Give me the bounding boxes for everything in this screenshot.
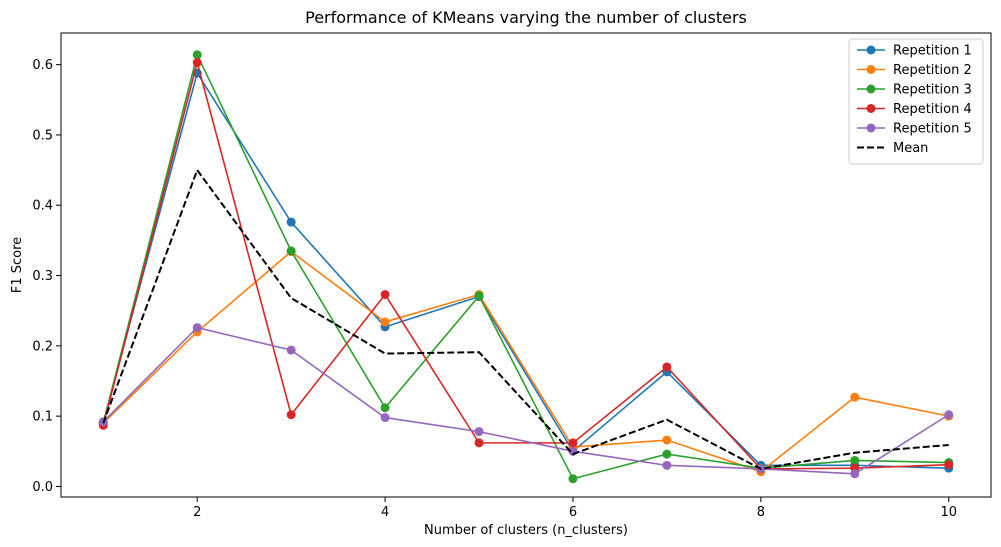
- legend-label: Repetition 1: [893, 44, 972, 59]
- data-point-repetition-3: [192, 50, 202, 60]
- series-repetition-1: [98, 68, 954, 473]
- data-point-repetition-3: [380, 403, 390, 413]
- y-axis-label: F1 Score: [10, 237, 25, 293]
- data-point-repetition-3: [474, 291, 484, 301]
- x-tick-label: 4: [381, 505, 389, 520]
- legend-marker: [866, 45, 876, 55]
- data-point-repetition-4: [286, 410, 296, 420]
- x-axis: 2 4 6 8 10: [193, 497, 957, 520]
- data-point-repetition-5: [380, 413, 390, 423]
- data-point-repetition-5: [286, 345, 296, 355]
- data-point-repetition-4: [192, 58, 202, 68]
- data-point-repetition-5: [192, 323, 202, 333]
- x-tick-label: 6: [569, 505, 577, 520]
- legend-marker: [866, 104, 876, 113]
- data-point-repetition-5: [474, 427, 484, 437]
- x-tick-label: 8: [757, 505, 765, 520]
- y-tick-label: 0.2: [32, 339, 53, 354]
- legend-entry: Repetition 3: [857, 83, 972, 98]
- x-tick-label: 2: [193, 505, 201, 520]
- legend-label: Repetition 5: [893, 122, 972, 137]
- legend-entry: Repetition 2: [857, 63, 972, 78]
- chart-title: Performance of KMeans varying the number…: [305, 8, 747, 27]
- data-point-repetition-4: [380, 290, 390, 300]
- series-line-mean: [102, 168, 949, 470]
- y-tick-label: 0.4: [32, 199, 53, 214]
- x-tick-label: 10: [940, 505, 957, 520]
- legend-label: Mean: [893, 141, 928, 156]
- data-point-repetition-4: [944, 460, 954, 470]
- data-point-repetition-4: [662, 362, 672, 372]
- legend: Repetition 1 Repetition 2 Repetition 3 Repe…: [848, 38, 984, 165]
- data-point-repetition-3: [286, 246, 296, 256]
- legend-entry: Repetition 4: [857, 102, 972, 117]
- data-point-repetition-1: [286, 217, 296, 227]
- data-point-repetition-2: [850, 392, 860, 402]
- y-tick-label: 0.6: [32, 58, 53, 73]
- series-repetition-3: [98, 50, 954, 484]
- legend-label: Repetition 3: [893, 83, 972, 98]
- legend-label: Repetition 2: [893, 63, 972, 78]
- legend-entry: Repetition 5: [857, 122, 972, 137]
- series-line-repetition-3: [102, 52, 949, 480]
- y-tick-label: 0.1: [32, 410, 53, 425]
- data-point-repetition-5: [662, 460, 672, 470]
- x-axis-label: Number of clusters (n_clusters): [424, 523, 628, 538]
- y-tick-label: 0.3: [32, 269, 53, 284]
- data-point-repetition-3: [662, 449, 672, 459]
- legend-entry: Repetition 1: [857, 44, 972, 59]
- data-point-repetition-3: [568, 474, 578, 484]
- data-point-repetition-2: [662, 435, 672, 445]
- y-tick-label: 0.5: [32, 128, 53, 143]
- series-mean: [102, 168, 949, 470]
- data-point-repetition-4: [568, 438, 578, 448]
- series-line-repetition-1: [102, 71, 949, 469]
- series-layer: [98, 50, 954, 484]
- legend-marker: [866, 65, 876, 74]
- data-point-repetition-5: [944, 410, 954, 420]
- plot-area: [60, 32, 992, 498]
- series-line-repetition-5: [102, 326, 950, 475]
- y-tick-label: 0.0: [32, 480, 53, 495]
- legend-marker: [866, 123, 876, 133]
- data-point-repetition-2: [380, 317, 390, 327]
- y-axis: 0.0 0.1 0.2 0.3 0.4 0.5 0.6: [32, 58, 61, 495]
- series-repetition-5: [98, 323, 954, 479]
- series-line-repetition-2: [102, 250, 949, 473]
- data-point-repetition-3: [850, 455, 860, 465]
- legend-marker: [866, 84, 876, 94]
- data-point-repetition-5: [850, 469, 860, 479]
- series-line-repetition-4: [102, 59, 949, 470]
- data-point-repetition-4: [474, 438, 484, 448]
- legend-label: Repetition 4: [893, 102, 972, 117]
- legend-entry: Mean: [857, 141, 928, 156]
